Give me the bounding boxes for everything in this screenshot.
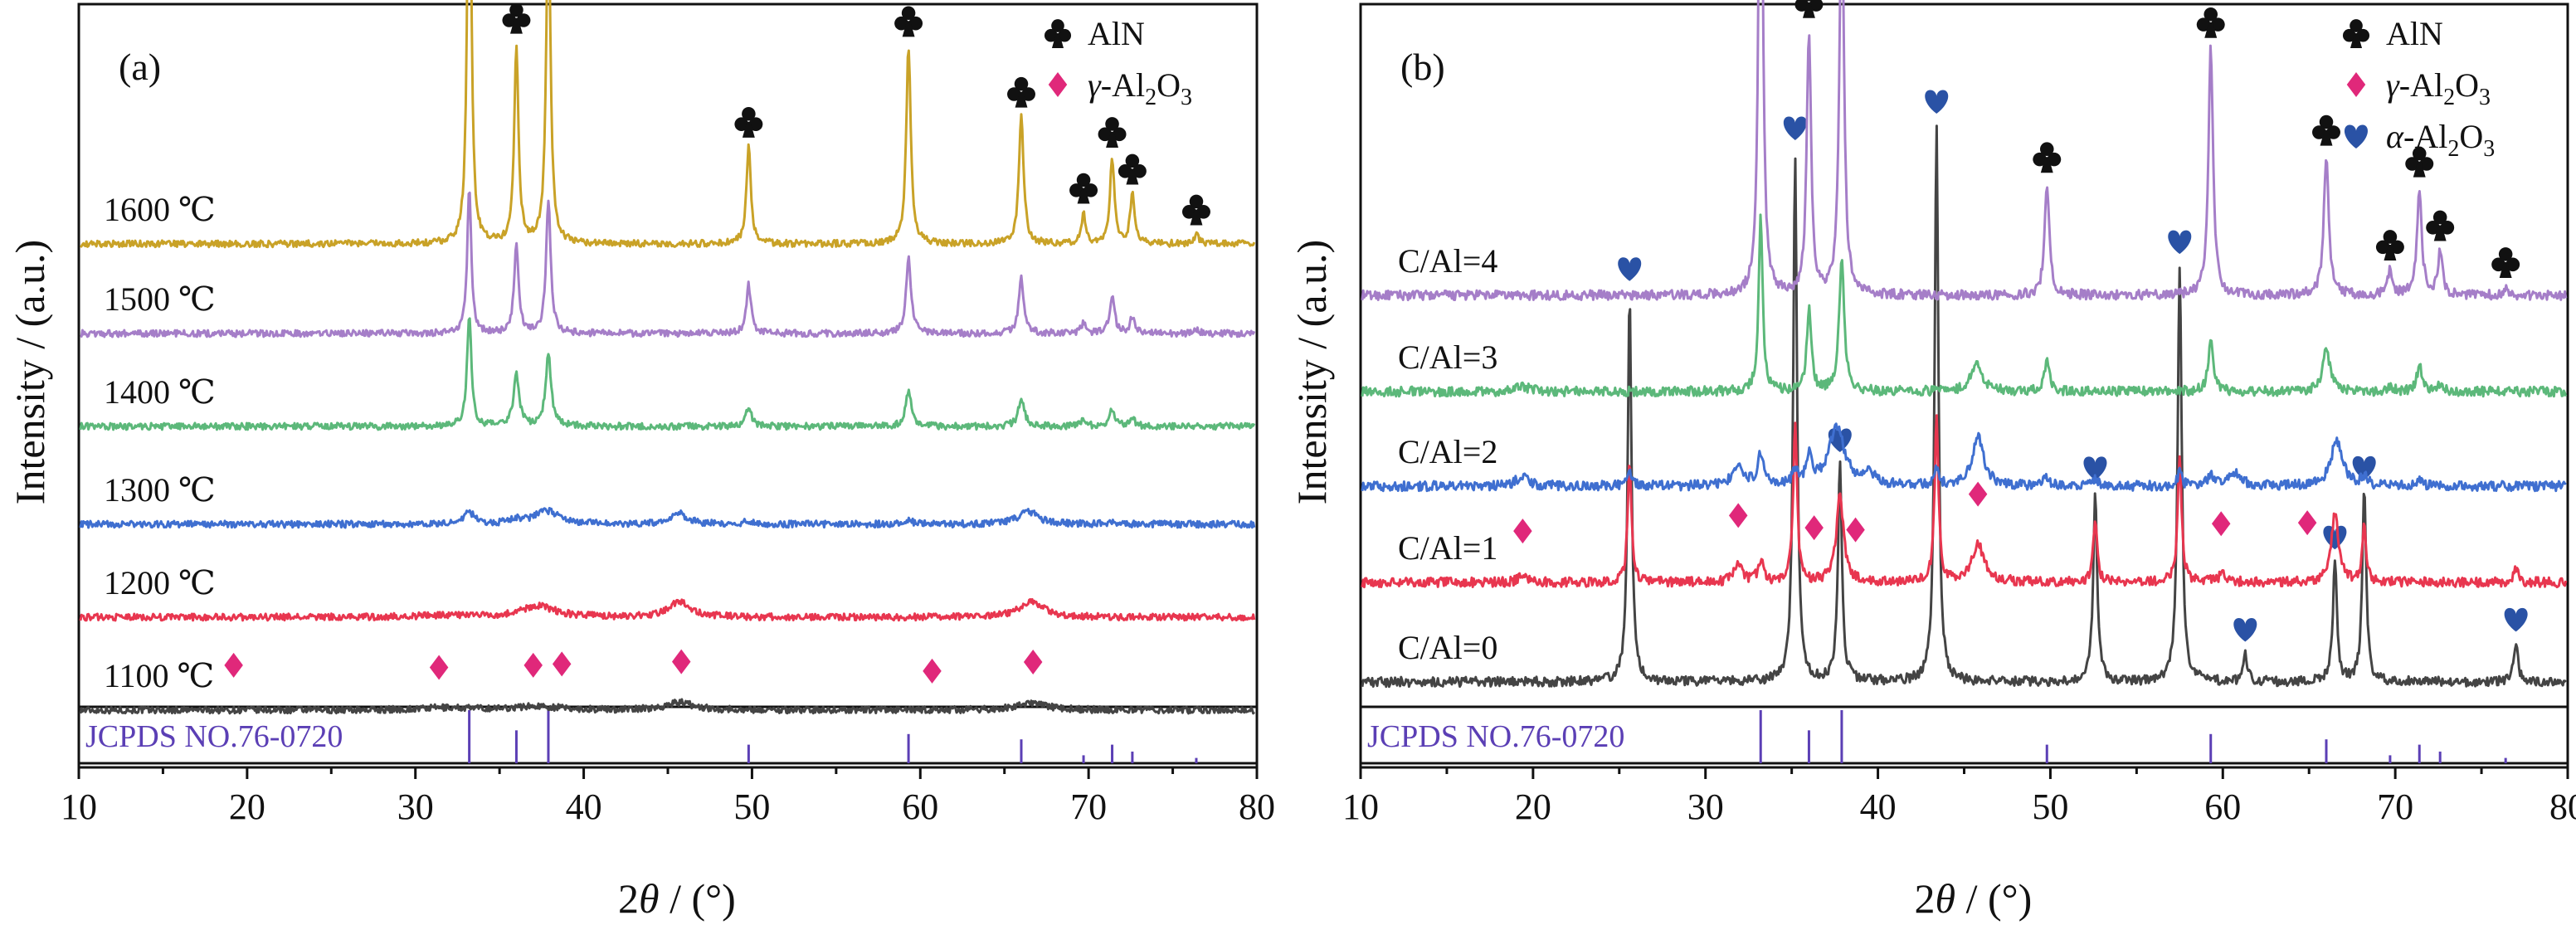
xrd-panel-a: JCPDS NO.76-0720 10 20 30 40 50 60 70 80 2θ / (°)…	[7, 0, 1275, 922]
alpha-al2o3-marker	[1783, 116, 1807, 140]
aln-club-marker	[2426, 210, 2455, 241]
gamma-al2o3-marker	[1048, 72, 1068, 97]
legend-label: AlN	[2386, 15, 2443, 52]
series-label: 1500 ℃	[104, 280, 216, 318]
aln-club-marker	[1098, 117, 1127, 148]
x-tick-label: 10	[1342, 786, 1379, 827]
alpha-al2o3-marker	[2233, 617, 2257, 642]
aln-club-marker	[1069, 173, 1098, 204]
alpha-al2o3-marker	[2504, 607, 2528, 632]
aln-club-marker	[502, 2, 531, 34]
y-axis-title: Intensity / (a.u.)	[1288, 240, 1335, 504]
x-tick-label: 50	[2032, 786, 2068, 827]
gamma-al2o3-marker	[2297, 510, 2317, 536]
x-axis-title: 2θ / (°)	[618, 875, 736, 922]
legend-label: AlN	[1088, 15, 1145, 52]
alpha-al2o3-marker	[2352, 455, 2376, 480]
series-label: C/Al=2	[1398, 433, 1497, 470]
gamma-al2o3-marker	[1846, 517, 1865, 543]
gamma-al2o3-marker	[523, 652, 543, 678]
gamma-al2o3-marker	[2346, 72, 2366, 97]
series-label: C/Al=0	[1398, 629, 1497, 666]
x-tick-label: 20	[1515, 786, 1551, 827]
gamma-al2o3-marker	[671, 649, 691, 674]
gamma-al2o3-marker	[1728, 503, 1748, 528]
aln-club-marker	[1118, 153, 1147, 185]
gamma-al2o3-marker	[552, 651, 572, 677]
x-tick-label: 30	[397, 786, 434, 827]
gamma-al2o3-marker	[224, 652, 243, 678]
series-label: C/Al=3	[1398, 338, 1497, 376]
gamma-al2o3-marker	[923, 658, 942, 684]
alpha-al2o3-marker	[2083, 456, 2107, 480]
x-tick-label: 80	[1239, 786, 1275, 827]
gamma-al2o3-marker	[2211, 511, 2231, 537]
series-label: C/Al=1	[1398, 529, 1497, 567]
panel-letter: (b)	[1400, 46, 1445, 88]
alpha-al2o3-marker	[1618, 257, 1642, 281]
series-line	[79, 0, 1256, 249]
alpha-al2o3-marker	[2168, 230, 2192, 255]
x-tick-label: 80	[2549, 786, 2576, 827]
aln-club-marker	[2033, 142, 2062, 173]
series-line	[79, 317, 1256, 431]
series-line	[1361, 213, 2568, 398]
gamma-al2o3-marker	[1804, 515, 1824, 541]
series-line	[80, 191, 1256, 338]
aln-club-marker	[1794, 0, 1824, 18]
aln-club-marker	[2312, 114, 2340, 146]
x-axis-title: 2θ / (°)	[1915, 875, 2033, 922]
y-axis-title: Intensity / (a.u.)	[7, 240, 53, 504]
series-line	[79, 507, 1256, 529]
series-line	[79, 698, 1255, 715]
plot-frame	[77, 2, 1259, 769]
x-tick-label: 40	[566, 786, 602, 827]
aln-club-marker	[2196, 7, 2225, 38]
legend-label: γ-Al2O3	[2386, 66, 2491, 110]
x-tick-label: 10	[61, 786, 97, 827]
panel-letter: (a)	[119, 46, 161, 88]
aln-club-marker	[734, 106, 763, 138]
xrd-panel-b: JCPDS NO.76-0720 10 20 30 40 50 60 70 80 2θ / (°)…	[1288, 0, 2576, 922]
series-line	[1361, 422, 2567, 493]
aln-club-marker	[2342, 19, 2370, 48]
series-label: 1300 ℃	[104, 471, 216, 509]
x-tick-label: 50	[733, 786, 770, 827]
x-tick-label: 70	[1070, 786, 1107, 827]
alpha-al2o3-marker	[2344, 124, 2369, 149]
aln-club-marker	[2375, 230, 2404, 261]
series-line	[1361, 414, 2568, 589]
aln-club-marker	[2405, 146, 2434, 178]
x-tick-label: 70	[2377, 786, 2413, 827]
x-tick-label: 60	[2204, 786, 2241, 827]
series-label: C/Al=4	[1398, 242, 1497, 280]
reference-label: JCPDS NO.76-0720	[1367, 719, 1624, 754]
legend-label: γ-Al2O3	[1088, 66, 1192, 110]
aln-club-marker	[894, 6, 923, 37]
gamma-al2o3-marker	[1513, 519, 1532, 544]
gamma-al2o3-marker	[1023, 650, 1043, 675]
series-label: 1100 ℃	[104, 657, 214, 694]
series-line	[1361, 124, 2567, 689]
x-tick-label: 60	[902, 786, 938, 827]
series-label: 1400 ℃	[104, 373, 216, 411]
x-tick-label: 20	[229, 786, 265, 827]
alpha-al2o3-marker	[1925, 90, 1949, 114]
reference-label: JCPDS NO.76-0720	[85, 719, 343, 754]
aln-club-marker	[1044, 19, 1072, 48]
series-label: 1200 ℃	[104, 564, 216, 601]
aln-club-marker	[1181, 194, 1210, 226]
alpha-al2o3-marker	[2323, 525, 2347, 550]
gamma-al2o3-marker	[429, 655, 449, 680]
x-tick-label: 30	[1687, 786, 1724, 827]
legend-label: α-Al2O3	[2386, 118, 2495, 162]
series-line	[79, 597, 1256, 622]
series-label: 1600 ℃	[104, 191, 216, 228]
series-line	[1361, 0, 2568, 302]
gamma-al2o3-marker	[1968, 481, 1988, 507]
aln-club-marker	[2491, 247, 2520, 278]
x-tick-label: 40	[1860, 786, 1897, 827]
aln-club-marker	[1007, 76, 1035, 108]
